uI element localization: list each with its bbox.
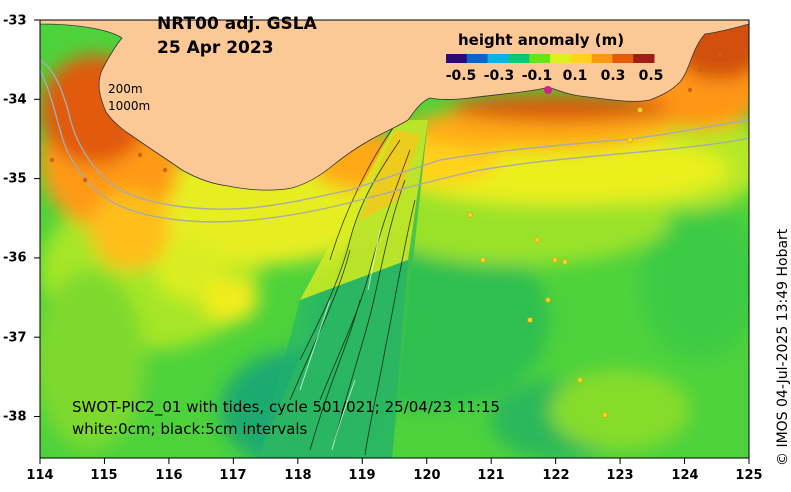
map-title: NRT00 adj. GSLA [157, 14, 317, 34]
y-tick-label: -33 [3, 13, 27, 29]
x-tick-label: 120 [413, 468, 441, 483]
colorbar-swatch [529, 54, 551, 63]
y-tick-label: -37 [3, 330, 27, 346]
coastal-dots [49, 52, 723, 183]
map-field [40, 20, 749, 458]
depth-label-1000m: 1000m [108, 99, 151, 113]
credit-text: © IMOS 04-Jul-2025 13:49 Hobart [775, 228, 791, 466]
colorbar-title: height anomaly (m) [458, 31, 625, 49]
x-tick-label: 118 [284, 468, 312, 483]
colorbar-tick: -0.3 [483, 68, 515, 84]
x-tick-label: 117 [219, 468, 247, 483]
x-tick-label: 122 [542, 468, 570, 483]
colorbar-swatch [612, 54, 634, 63]
x-tick-label: 119 [348, 468, 376, 483]
colorbar-swatch [550, 54, 572, 63]
colorbar-swatch [466, 54, 489, 63]
y-axis-tick-marks [34, 19, 40, 417]
x-tick-label: 125 [735, 468, 763, 483]
colorbar-tick: -0.1 [521, 68, 553, 84]
swot-swath [258, 120, 428, 458]
x-tick-label: 123 [606, 468, 634, 483]
observation-dots [467, 107, 643, 418]
x-tick-label: 124 [671, 468, 699, 483]
anomaly-field [40, 20, 749, 458]
colorbar-tick: 0.3 [600, 68, 626, 84]
colorbar-swatch [508, 54, 530, 63]
colorbar-swatch [446, 54, 468, 63]
plot-frame [39, 19, 750, 459]
colorbar-swatch [633, 54, 655, 63]
colorbar-tick: 0.1 [562, 68, 588, 84]
x-tick-label: 115 [90, 468, 118, 483]
depth-label-200m: 200m [108, 82, 143, 96]
y-tick-label: -35 [3, 171, 27, 187]
colorbar-tick: -0.5 [445, 68, 477, 84]
y-tick-label: -34 [3, 92, 27, 108]
colorbar-swatch [487, 54, 509, 63]
colorbar [446, 54, 655, 63]
station-marker [544, 86, 552, 94]
map-date: 25 Apr 2023 [157, 38, 274, 58]
x-tick-label: 116 [155, 468, 183, 483]
swot-caption-line1: SWOT-PIC2_01 with tides, cycle 501/021; … [72, 398, 500, 416]
y-tick-label: -36 [3, 250, 27, 266]
y-tick-label: -38 [3, 409, 27, 425]
x-axis-tick-marks [39, 458, 750, 464]
swot-caption-line2: white:0cm; black:5cm intervals [72, 420, 308, 438]
x-tick-label: 114 [26, 468, 54, 483]
colorbar-tick: 0.5 [638, 68, 664, 84]
depth-contours [40, 59, 749, 223]
colorbar-swatch [591, 54, 613, 63]
colorbar-swatch [570, 54, 593, 63]
x-tick-label: 121 [477, 468, 505, 483]
